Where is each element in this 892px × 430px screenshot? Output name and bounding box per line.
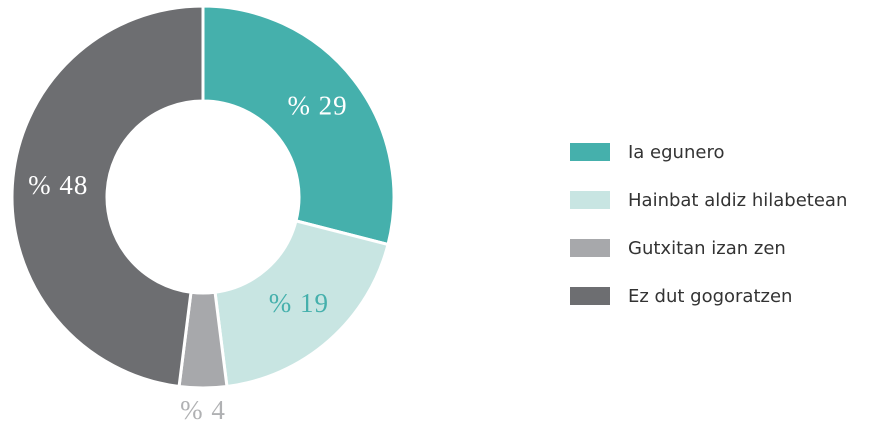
- legend-label: Hainbat aldiz hilabetean: [628, 190, 847, 211]
- legend-label: Gutxitan izan zen: [628, 238, 786, 259]
- legend-swatch: [570, 287, 610, 305]
- donut-slice: [10, 4, 205, 389]
- legend-swatch: [570, 239, 610, 257]
- donut-slice: [213, 219, 390, 389]
- legend-label: Ia egunero: [628, 142, 724, 163]
- value-label: % 4: [180, 395, 226, 425]
- value-label: % 19: [269, 288, 329, 318]
- value-label: % 48: [28, 170, 88, 200]
- legend-swatch: [570, 191, 610, 209]
- legend-label: Ez dut gogoratzen: [628, 286, 792, 307]
- donut-slice: [201, 4, 396, 247]
- value-label: % 29: [287, 90, 347, 120]
- legend-swatch: [570, 143, 610, 161]
